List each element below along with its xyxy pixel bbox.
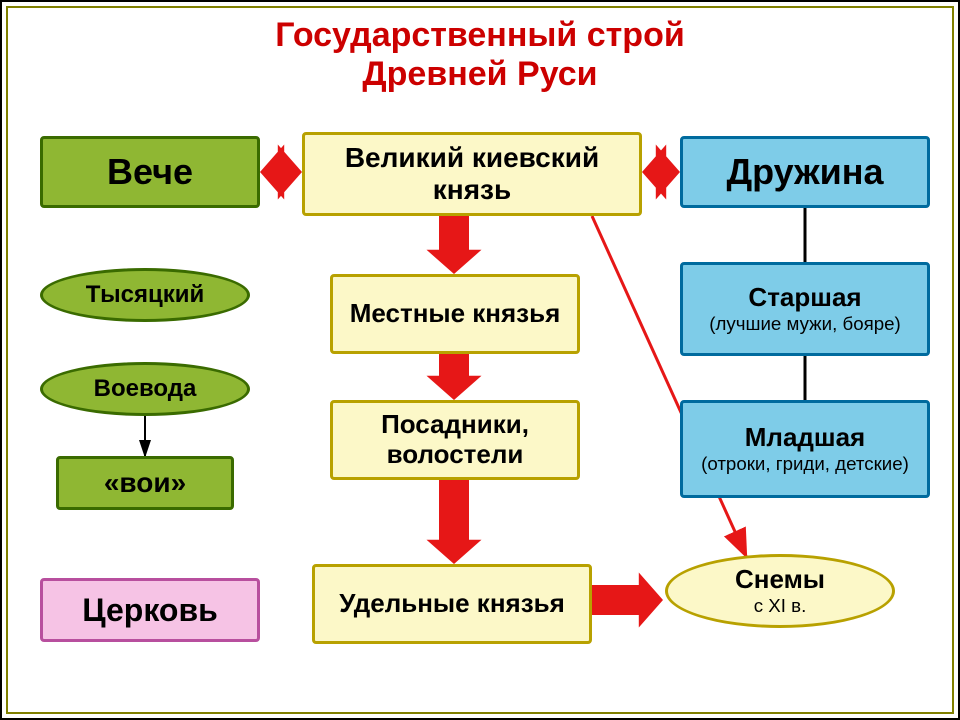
node-label: Церковь (82, 592, 218, 629)
title-line1: Государственный строй (275, 16, 685, 54)
node-udel_princes: Удельные князья (312, 564, 592, 644)
node-veche: Вече (40, 136, 260, 208)
node-label: Великий киевский князь (313, 142, 631, 206)
node-sublabel: (отроки, гриди, детские) (701, 453, 909, 475)
node-snemy: Снемыс XI в. (665, 554, 895, 628)
node-label: Воевода (94, 375, 197, 403)
node-voi: «вои» (56, 456, 234, 510)
node-label: «вои» (104, 467, 186, 499)
node-druzhina: Дружина (680, 136, 930, 208)
node-label: Удельные князья (339, 589, 565, 619)
node-local_princes: Местные князья (330, 274, 580, 354)
node-posadniki: Посадники, волостели (330, 400, 580, 480)
node-tysyatsky: Тысяцкий (40, 268, 250, 322)
node-label: Посадники, волостели (341, 410, 569, 470)
title-line2: Древней Руси (362, 55, 597, 93)
node-church: Церковь (40, 578, 260, 642)
node-sublabel: (лучшие мужи, бояре) (709, 313, 901, 335)
diagram-title: Государственный строй Древней Руси (0, 16, 960, 94)
node-label: Дружина (726, 151, 883, 192)
node-label: Тысяцкий (86, 281, 204, 309)
node-mladshaya: Младшая(отроки, гриди, детские) (680, 400, 930, 498)
node-label: Младшая (745, 423, 865, 453)
node-label: Снемы (735, 565, 825, 595)
node-starshaya: Старшая(лучшие мужи, бояре) (680, 262, 930, 356)
node-grand_prince: Великий киевский князь (302, 132, 642, 216)
node-voevoda: Воевода (40, 362, 250, 416)
node-label: Старшая (748, 283, 861, 313)
node-sublabel: с XI в. (754, 595, 807, 617)
node-label: Вече (107, 151, 193, 192)
node-label: Местные князья (350, 299, 561, 329)
